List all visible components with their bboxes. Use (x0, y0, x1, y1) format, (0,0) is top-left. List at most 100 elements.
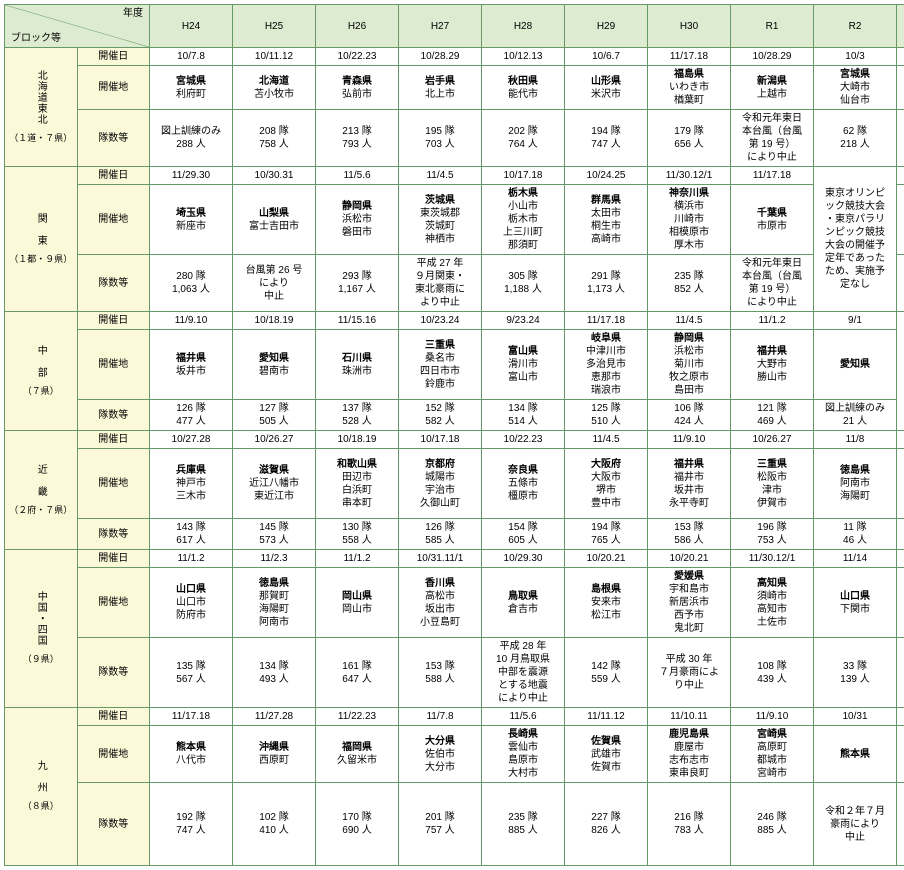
cell-line: 169 隊 (900, 521, 904, 534)
data-cell: 10/7.8 (150, 48, 233, 66)
table-row: 関 東（１都・９県）開催日11/29.3010/30.3111/5.611/4.… (5, 167, 904, 185)
cell-line: 高松市 (402, 590, 478, 603)
cell-line: 都城市 (734, 754, 810, 767)
data-cell: 令和元年東日本台風（台風第 19 号）により中止 (731, 255, 814, 312)
diag-header: 年度 ブロック等 (5, 5, 150, 48)
cell-line: 淡路市 (900, 464, 904, 477)
cell-line: 磐田市 (319, 226, 395, 239)
cell-line: 216 隊 (651, 811, 727, 824)
cell-line: 四日市市 (402, 365, 478, 378)
cell-line: 110 隊 (900, 660, 904, 673)
cell-line: の拡大状況を (900, 811, 904, 824)
data-cell: 千葉県市原市 (731, 185, 814, 255)
cell-line: 阿南市 (236, 616, 312, 629)
data-cell: 兵庫県神戸市三木市 (150, 449, 233, 519)
cell-line-bold: 富山県 (485, 345, 561, 358)
cell-line: 宝塚市 (900, 503, 904, 516)
data-cell: 石川県珠洲市 (316, 330, 399, 400)
cell-line: ・東京パラリ (817, 213, 893, 226)
cell-line: 鈴鹿市 (402, 378, 478, 391)
data-cell: 10/6.7 (565, 48, 648, 66)
data-cell: 10/29.30 (482, 550, 565, 568)
cell-line: 192 隊 (153, 811, 229, 824)
cell-line: 松江市 (568, 609, 644, 622)
cell-line-bold: 愛媛県 (651, 570, 727, 583)
data-cell: 11/8 (814, 431, 897, 449)
data-cell: 10/20.21 (648, 550, 731, 568)
cell-line-bold: 熊本県 (153, 741, 229, 754)
data-cell: 195 隊703 人 (399, 110, 482, 167)
data-cell: 11/5.6 (316, 167, 399, 185)
cell-line: 123 人 (900, 138, 904, 151)
cell-line: 佐賀市 (568, 761, 644, 774)
block-sub: （８県） (8, 801, 74, 813)
cell-line: 305 隊 (485, 270, 561, 283)
cell-line: 高崎市 (568, 233, 644, 246)
row-label: 隊数等 (77, 783, 150, 866)
cell-line: により中止 (485, 692, 561, 705)
data-cell: 富山県滑川市富山市 (482, 330, 565, 400)
data-cell: 熊本県八代市 (150, 726, 233, 783)
data-cell: 兵庫県淡路市洲本市三木市宝塚市 (897, 449, 904, 519)
row-label: 開催地 (77, 330, 150, 400)
cell-line: 145 隊 (236, 521, 312, 534)
cell-line: 図上訓練のみ (900, 270, 904, 283)
cell-line: 154 隊 (485, 521, 561, 534)
cell-line: 安来市 (568, 596, 644, 609)
cell-line: 能代市 (485, 88, 561, 101)
data-cell: 青森県弘前市 (316, 66, 399, 110)
data-cell: 153 隊588 人 (399, 638, 482, 708)
cell-line: 208 隊 (236, 125, 312, 138)
cell-line-bold: 群馬県 (568, 194, 644, 207)
data-cell: 293 隊1,167 人 (316, 255, 399, 312)
data-cell: 170 隊690 人 (316, 783, 399, 866)
cell-line: 西原町 (236, 754, 312, 767)
cell-line-bold: 徳島県 (236, 577, 312, 590)
data-cell: 11/14 (814, 550, 897, 568)
data-cell: 10/28.29 (731, 48, 814, 66)
cell-line-bold: 秋田県 (485, 75, 561, 88)
data-cell: 11/22.23 (316, 708, 399, 726)
data-cell: 山口県山口市防府市 (150, 568, 233, 638)
cell-line: 久御山町 (402, 497, 478, 510)
data-cell: 11/15.16 (316, 312, 399, 330)
data-cell: 緊急消防援助隊全国合同訓練に伴い実施なし (897, 312, 904, 431)
cell-line-bold: 神奈川県 (651, 187, 727, 200)
cell-line: 62 隊 (817, 125, 893, 138)
cell-line: 170 隊 (319, 811, 395, 824)
data-cell: 10/26.27 (731, 431, 814, 449)
data-cell: 11/1.2 (731, 312, 814, 330)
cell-line: 11 隊 (817, 521, 893, 534)
cell-line: 図上訓練のみ (817, 402, 893, 415)
cell-line: 佐伯市 (402, 748, 478, 761)
cell-line: 浜松市 (651, 345, 727, 358)
table-row: 隊数等143 隊617 人145 隊573 人130 隊558 人126 隊58… (5, 519, 904, 550)
cell-line: 令和元年東日 (734, 112, 810, 125)
cell-line: 514 人 (485, 415, 561, 428)
table-row: 隊数等192 隊747 人102 隊410 人170 隊690 人201 隊75… (5, 783, 904, 866)
cell-line: 大野市 (734, 358, 810, 371)
data-cell: 愛媛県宇和島市新居浜市西予市鬼北町 (648, 568, 731, 638)
data-cell: 宮崎県高原町都城市宮崎市 (731, 726, 814, 783)
data-cell: 33 隊139 人 (814, 638, 897, 708)
cell-line: により中止 (734, 296, 810, 309)
data-cell: 121 隊469 人 (731, 400, 814, 431)
data-cell: 山梨県富士吉田市 (233, 185, 316, 255)
cell-line: 練に伴い実施 (900, 371, 904, 384)
row-label: 開催日 (77, 708, 150, 726)
data-cell: 126 隊477 人 (150, 400, 233, 431)
data-cell: 佐賀県武雄市佐賀市 (565, 726, 648, 783)
data-cell: 沖縄県 (897, 726, 904, 783)
cell-line-bold: 山口県 (817, 590, 893, 603)
data-cell: 10/22.23 (316, 48, 399, 66)
data-cell: 香川県高松市坂出市小豆島町 (399, 568, 482, 638)
data-cell: 和歌山県田辺市白浜町串本町 (316, 449, 399, 519)
data-cell: 台風第 26 号により中止 (233, 255, 316, 312)
cell-line: 477 人 (153, 415, 229, 428)
data-cell: 熊本県 (814, 726, 897, 783)
cell-line-bold: 徳島県 (817, 464, 893, 477)
cell-line: 大会の開催予 (817, 239, 893, 252)
cell-line: 上越市 (734, 88, 810, 101)
cell-line: 鬼北町 (651, 622, 727, 635)
cell-line: 釧路市 (900, 88, 904, 101)
